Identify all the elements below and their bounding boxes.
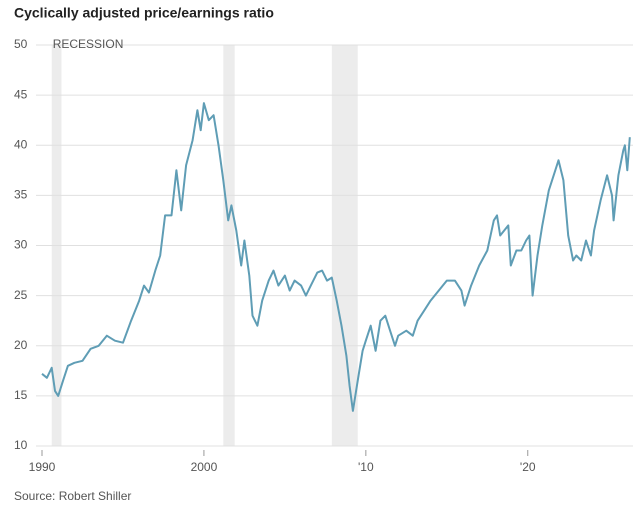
line	[41, 102, 631, 412]
y-tick-label: 10	[14, 438, 28, 452]
x-tick-label: '10	[358, 460, 374, 474]
y-tick-label: 50	[14, 37, 28, 51]
x-tick-label: '20	[520, 460, 536, 474]
y-tick-label: 30	[14, 238, 28, 252]
x-tick-label: 1990	[29, 460, 56, 474]
y-tick-label: 40	[14, 137, 28, 151]
x-tick-label: 2000	[191, 460, 218, 474]
recession-label: RECESSION	[53, 37, 124, 51]
y-tick-label: 25	[14, 288, 28, 302]
chart-title: Cyclically adjusted price/earnings ratio	[14, 5, 274, 21]
y-tick-label: 15	[14, 388, 28, 402]
y-tick-label: 35	[14, 188, 28, 202]
y-tick-label: 20	[14, 338, 28, 352]
source: Source: Robert Shiller	[14, 489, 131, 503]
y-tick-label: 45	[14, 87, 28, 101]
